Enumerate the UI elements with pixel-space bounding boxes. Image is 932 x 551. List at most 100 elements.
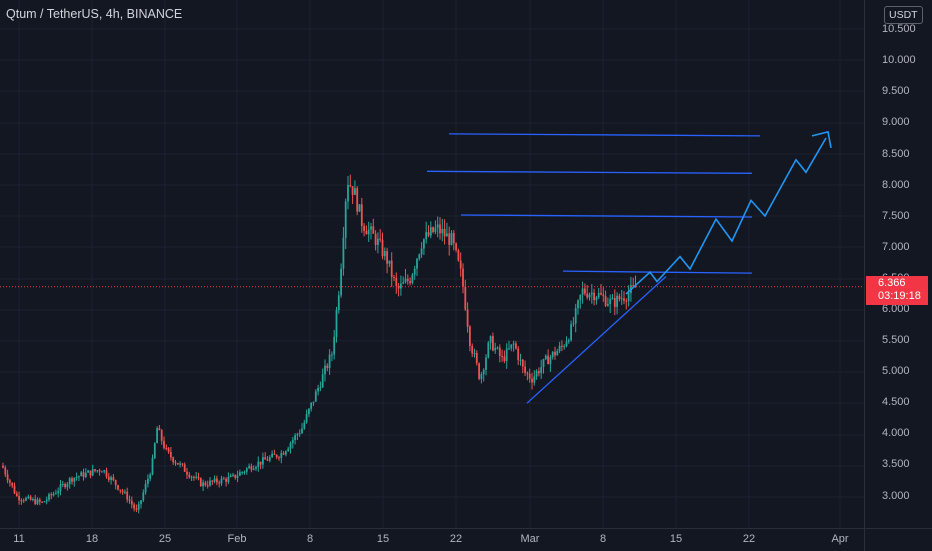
candle-body xyxy=(604,296,607,306)
candle-body xyxy=(68,478,71,484)
price-axis[interactable] xyxy=(864,0,932,528)
candle-body xyxy=(29,496,32,500)
candle-body xyxy=(165,447,168,449)
candle-body xyxy=(2,465,4,468)
candle-body xyxy=(439,224,441,234)
candle-body xyxy=(331,354,333,356)
candle-body xyxy=(285,451,287,455)
price-tick-label: 7.500 xyxy=(882,210,910,222)
candle-body xyxy=(607,304,609,306)
candle-body xyxy=(443,228,446,237)
candle-body xyxy=(413,268,416,275)
candle-body xyxy=(158,428,161,431)
time-axis[interactable] xyxy=(0,528,864,551)
candle-body xyxy=(436,224,439,228)
candle-body xyxy=(457,250,460,261)
candle-body xyxy=(627,293,630,302)
price-tick-label: 10.000 xyxy=(882,54,916,66)
candle-body xyxy=(190,476,193,478)
candle-body xyxy=(351,186,354,195)
resistance-line xyxy=(562,270,753,274)
candle-body xyxy=(142,492,145,501)
candle-body xyxy=(558,345,561,352)
resistance-line xyxy=(426,170,753,174)
symbol-title[interactable]: Qtum / TetherUS, 4h, BINANCE xyxy=(6,7,183,21)
candle-body xyxy=(98,470,101,472)
candle-body xyxy=(220,478,223,484)
candle-body xyxy=(406,278,409,281)
candle-body xyxy=(195,476,198,478)
candle-body xyxy=(616,295,618,307)
currency-button[interactable]: USDT xyxy=(884,6,923,24)
candle-body xyxy=(243,471,246,473)
candle-body xyxy=(222,478,225,480)
candle-body xyxy=(255,467,257,469)
candle-body xyxy=(360,204,363,226)
candle-body xyxy=(625,300,628,302)
candle-body xyxy=(574,308,577,324)
candle-body xyxy=(87,470,89,473)
price-chart[interactable] xyxy=(0,0,864,528)
candle-body xyxy=(597,292,600,298)
candle-body xyxy=(206,485,209,487)
candle-body xyxy=(156,428,158,444)
candle-body xyxy=(370,226,372,230)
price-tick-label: 4.500 xyxy=(882,396,910,408)
candle-body xyxy=(432,227,434,232)
candle-body xyxy=(250,466,253,470)
candle-body xyxy=(225,478,227,482)
candle-body xyxy=(252,468,255,470)
candle-body xyxy=(496,347,499,349)
candle-body xyxy=(229,475,232,478)
candle-body xyxy=(618,295,621,300)
candle-body xyxy=(259,461,262,465)
candle-body xyxy=(147,478,149,484)
time-tick-label: Apr xyxy=(831,533,849,545)
candle-body xyxy=(96,470,99,472)
candle-body xyxy=(333,336,336,355)
candle-body xyxy=(556,351,559,356)
candle-body xyxy=(48,494,50,500)
candle-body xyxy=(487,342,490,358)
candle-body xyxy=(179,463,181,465)
time-tick-label: 15 xyxy=(669,533,683,545)
candle-body xyxy=(501,355,503,357)
price-tick-label: 8.500 xyxy=(882,148,910,160)
candle-body xyxy=(94,469,96,471)
candle-body xyxy=(135,508,138,510)
candle-body xyxy=(82,472,85,478)
candle-body xyxy=(411,274,414,284)
candle-body xyxy=(356,188,359,212)
candle-body xyxy=(344,201,347,238)
candle-body xyxy=(561,345,563,347)
candle-body xyxy=(593,292,595,301)
candle-body xyxy=(321,374,324,388)
candle-body xyxy=(20,500,23,502)
candle-body xyxy=(383,251,386,257)
time-tick-label: 22 xyxy=(449,533,463,545)
candle-body xyxy=(551,351,554,358)
candle-body xyxy=(623,298,625,301)
candle-body xyxy=(174,462,177,464)
candle-body xyxy=(32,499,34,501)
candle-body xyxy=(377,238,379,245)
candle-body xyxy=(121,490,124,493)
price-tick-label: 3.500 xyxy=(882,458,910,470)
candle-body xyxy=(342,237,345,269)
price-tick-label: 10.500 xyxy=(882,23,916,35)
candle-body xyxy=(347,184,349,202)
candle-body xyxy=(181,463,184,465)
candle-body xyxy=(423,239,425,249)
candle-body xyxy=(105,470,108,477)
chart-area[interactable] xyxy=(0,0,864,528)
candle-body xyxy=(124,491,126,493)
candle-body xyxy=(84,472,87,478)
candle-body xyxy=(160,430,163,441)
candle-body xyxy=(78,476,80,478)
candle-body xyxy=(80,472,83,477)
candle-body xyxy=(248,466,250,469)
candle-body xyxy=(533,376,536,383)
price-tick-label: 4.000 xyxy=(882,427,910,439)
candle-body xyxy=(620,298,623,300)
candle-body xyxy=(455,243,457,251)
